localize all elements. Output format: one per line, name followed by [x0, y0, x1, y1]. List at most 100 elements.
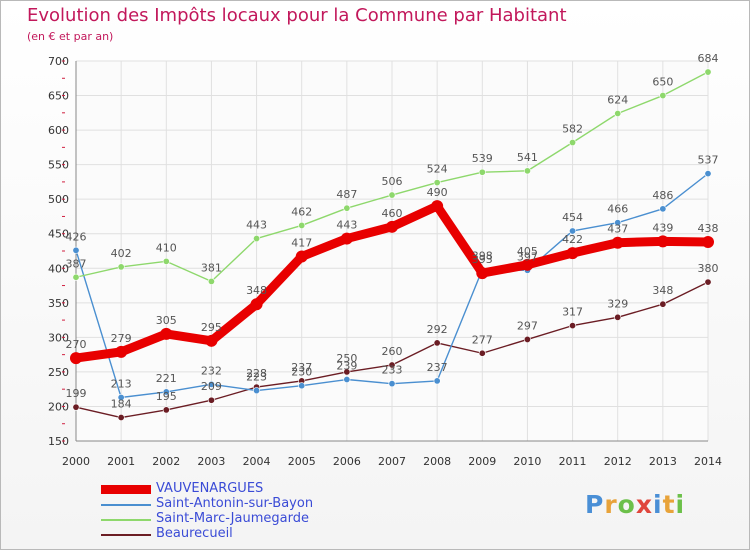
y-tick-label: 500 [48, 193, 69, 206]
chart-title: Evolution des Impôts locaux pour la Comm… [27, 5, 567, 26]
legend-label: Saint-Marc-Jaumegarde [156, 511, 309, 526]
data-label: 381 [201, 261, 222, 274]
data-label: 460 [382, 207, 403, 220]
data-label: 487 [336, 188, 357, 201]
data-label: 426 [66, 230, 87, 243]
data-point [659, 205, 667, 213]
data-point [253, 387, 261, 395]
data-label: 539 [472, 152, 493, 165]
data-label: 260 [382, 345, 403, 358]
data-point [388, 380, 396, 388]
data-point [478, 349, 486, 357]
data-point [388, 191, 396, 199]
data-point [476, 267, 489, 280]
data-point [207, 277, 215, 285]
data-label: 292 [427, 323, 448, 336]
x-tick-label: 2002 [152, 455, 180, 468]
data-point [611, 236, 624, 249]
legend-swatch [101, 485, 151, 494]
legend-label: Saint-Antonin-sur-Bayon [156, 496, 314, 511]
x-tick-label: 2003 [197, 455, 225, 468]
data-point [702, 236, 714, 249]
data-label: 402 [111, 247, 132, 260]
data-point [298, 382, 306, 390]
y-tick-label: 650 [48, 90, 69, 103]
data-label: 329 [607, 297, 628, 310]
data-point [478, 168, 486, 176]
x-tick-label: 2009 [468, 455, 496, 468]
y-tick-label: 700 [48, 55, 69, 68]
data-point [160, 327, 173, 340]
data-point [656, 235, 669, 248]
data-label: 462 [291, 205, 312, 218]
data-point [704, 278, 712, 286]
data-point [521, 258, 534, 271]
data-point [117, 393, 125, 401]
data-label: 624 [607, 94, 628, 107]
data-label: 397 [517, 250, 538, 263]
x-tick-label: 2008 [423, 455, 451, 468]
data-label: 233 [382, 364, 403, 377]
logo-letter: P [585, 490, 605, 519]
data-point [295, 250, 308, 263]
data-label: 295 [201, 321, 222, 334]
data-point [250, 298, 263, 311]
data-point [523, 167, 531, 175]
data-point [162, 406, 170, 414]
data-label: 199 [66, 387, 87, 400]
data-point [343, 204, 351, 212]
data-point [343, 368, 351, 376]
data-label: 250 [336, 352, 357, 365]
data-label: 228 [246, 367, 267, 380]
y-tick-label: 550 [48, 159, 69, 172]
data-label: 582 [562, 123, 583, 136]
data-point [117, 263, 125, 271]
data-label: 439 [652, 221, 673, 234]
data-label: 239 [336, 360, 357, 373]
data-label: 466 [607, 203, 628, 216]
data-label: 297 [517, 319, 538, 332]
data-point [659, 300, 667, 308]
data-point [340, 232, 353, 245]
y-tick-label: 400 [48, 262, 69, 275]
data-point [72, 273, 80, 281]
x-tick-label: 2010 [513, 455, 541, 468]
data-label: 305 [156, 314, 177, 327]
x-tick-label: 2004 [243, 455, 271, 468]
x-tick-label: 2001 [107, 455, 135, 468]
data-point [162, 388, 170, 396]
data-label: 317 [562, 306, 583, 319]
data-label: 405 [517, 245, 538, 258]
data-point [659, 92, 667, 100]
y-tick-label: 350 [48, 297, 69, 310]
data-label: 524 [427, 163, 448, 176]
data-point [704, 68, 712, 76]
data-label: 237 [291, 361, 312, 374]
logo-letter: t [662, 490, 676, 519]
data-point [433, 339, 441, 347]
data-label: 650 [652, 76, 673, 89]
x-tick-label: 2006 [333, 455, 361, 468]
data-point [433, 179, 441, 187]
legend-swatch [101, 534, 151, 536]
data-label: 393 [472, 253, 493, 266]
logo-letter: i [653, 490, 663, 519]
x-tick-label: 2012 [604, 455, 632, 468]
x-tick-label: 2000 [62, 455, 90, 468]
data-label: 684 [698, 52, 719, 65]
data-point [704, 170, 712, 178]
data-point [343, 376, 351, 384]
data-label: 454 [562, 211, 583, 224]
data-label: 348 [652, 284, 673, 297]
legend-label: VAUVENARGUES [156, 481, 264, 496]
x-tick-label: 2011 [559, 455, 587, 468]
y-tick-label: 150 [48, 435, 69, 448]
data-label: 230 [291, 366, 312, 379]
data-point [162, 257, 170, 265]
data-label: 348 [246, 284, 267, 297]
data-point [569, 227, 577, 235]
data-point [614, 313, 622, 321]
data-point [566, 247, 579, 260]
